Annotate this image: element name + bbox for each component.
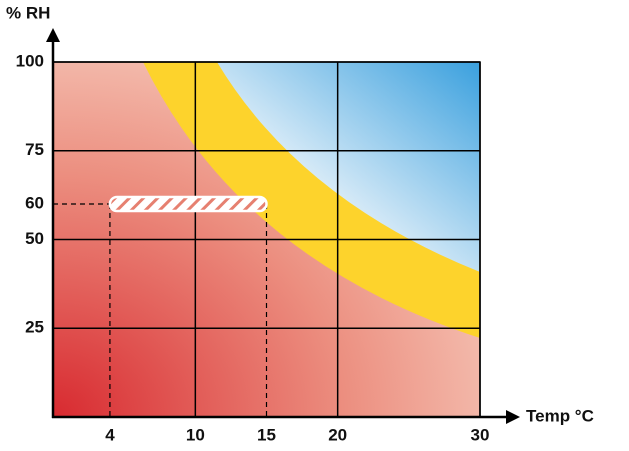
x-tick-label: 15	[257, 425, 276, 444]
y-tick-label: 75	[25, 140, 44, 159]
y-tick-label: 50	[25, 229, 44, 248]
x-axis-label: Temp °C	[526, 406, 594, 425]
y-axis-label: % RH	[6, 3, 50, 22]
y-tick-label: 25	[25, 318, 44, 337]
x-tick-label: 30	[471, 425, 490, 444]
x-arrow	[506, 410, 520, 424]
axes	[46, 28, 520, 424]
x-tick-label: 4	[105, 425, 115, 444]
x-tick-label: 20	[328, 425, 347, 444]
y-arrow	[46, 28, 60, 42]
highlight-range	[108, 195, 268, 213]
y-tick-label: 60	[25, 193, 44, 212]
blue-zone	[217, 62, 480, 272]
grid	[52, 61, 481, 418]
y-tick-label: 100	[16, 51, 44, 70]
x-tick-label: 10	[186, 425, 205, 444]
